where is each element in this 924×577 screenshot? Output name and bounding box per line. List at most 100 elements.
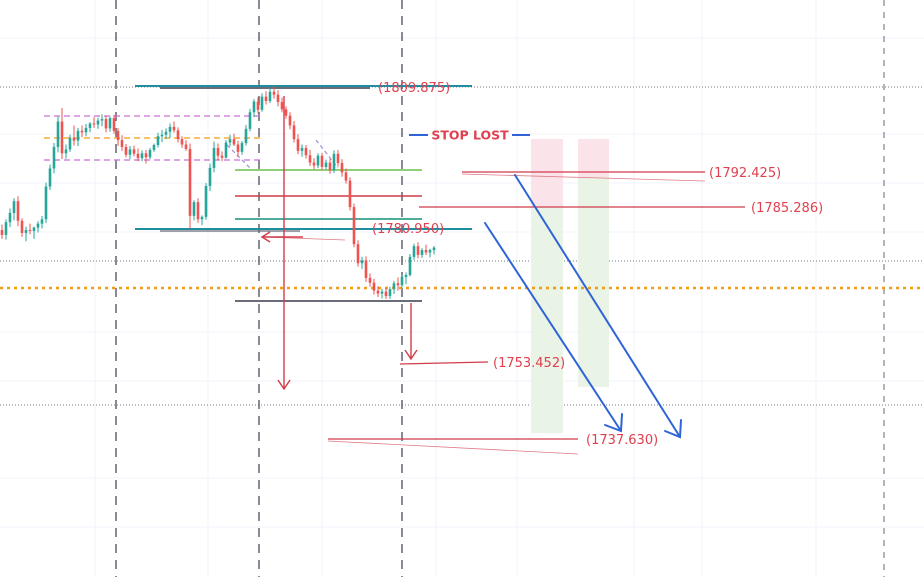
candle-body[interactable] xyxy=(124,146,128,155)
candle-body[interactable] xyxy=(164,131,168,135)
candle-body[interactable] xyxy=(312,162,316,166)
candle-body[interactable] xyxy=(156,136,160,146)
candle-body[interactable] xyxy=(268,91,272,102)
candle-body[interactable] xyxy=(280,102,284,110)
candle-body[interactable] xyxy=(44,186,48,220)
candle-body[interactable] xyxy=(80,130,84,133)
candle-body[interactable] xyxy=(36,223,40,228)
candle-body[interactable] xyxy=(252,101,256,113)
candle-body[interactable] xyxy=(348,180,352,208)
candle-body[interactable] xyxy=(40,219,44,224)
zone-2-sell-risk[interactable] xyxy=(578,139,609,177)
candle-body[interactable] xyxy=(288,115,292,126)
candle-body[interactable] xyxy=(176,130,180,140)
candle-body[interactable] xyxy=(236,144,240,152)
candle-body[interactable] xyxy=(264,96,268,102)
candle-body[interactable] xyxy=(144,153,148,158)
candle-body[interactable] xyxy=(64,149,68,154)
candle-body[interactable] xyxy=(332,153,336,171)
candle-body[interactable] xyxy=(188,148,192,216)
candle-body[interactable] xyxy=(192,202,196,216)
candle-body[interactable] xyxy=(352,207,356,245)
stop-lost-label[interactable]: STOP LOST xyxy=(431,128,509,143)
candle-body[interactable] xyxy=(336,153,340,164)
candle-body[interactable] xyxy=(404,274,408,277)
candle-body[interactable] xyxy=(256,101,260,110)
zone-1-sell-target[interactable] xyxy=(531,207,563,433)
candle-body[interactable] xyxy=(344,172,348,181)
candle-body[interactable] xyxy=(320,155,324,167)
candle-body[interactable] xyxy=(392,283,396,290)
candle-body[interactable] xyxy=(244,128,248,144)
candle-body[interactable] xyxy=(284,109,288,116)
candle-body[interactable] xyxy=(132,149,136,154)
candle-body[interactable] xyxy=(136,153,140,159)
zone-1-sell-risk[interactable] xyxy=(531,139,563,207)
candle-body[interactable] xyxy=(224,142,228,158)
candle-body[interactable] xyxy=(96,120,100,125)
red-annotations[interactable] xyxy=(262,171,745,455)
candle-body[interactable] xyxy=(12,201,16,213)
candle-body[interactable] xyxy=(300,147,304,151)
candle-body[interactable] xyxy=(184,144,188,149)
candle-body[interactable] xyxy=(68,137,72,150)
candle-body[interactable] xyxy=(56,121,60,147)
price-labels[interactable]: (1809.875) (1792.425) (1785.286) (1780.9… xyxy=(372,81,823,448)
candle-body[interactable] xyxy=(364,260,368,278)
candle-body[interactable] xyxy=(8,212,12,223)
candle-body[interactable] xyxy=(24,230,28,233)
candle-body[interactable] xyxy=(120,140,124,147)
candle-body[interactable] xyxy=(172,126,176,131)
candle-body[interactable] xyxy=(88,123,92,128)
candle-body[interactable] xyxy=(204,186,208,217)
candle-body[interactable] xyxy=(100,119,104,121)
range-box[interactable] xyxy=(44,115,262,161)
candle-body[interactable] xyxy=(248,112,252,129)
candle-body[interactable] xyxy=(228,139,232,143)
candle-body[interactable] xyxy=(380,291,384,294)
candle-body[interactable] xyxy=(168,126,172,132)
candle-body[interactable] xyxy=(92,123,96,125)
candle-body[interactable] xyxy=(296,139,300,151)
candle-body[interactable] xyxy=(308,155,312,163)
candle-body[interactable] xyxy=(208,167,212,187)
candle-body[interactable] xyxy=(116,130,120,141)
candle-body[interactable] xyxy=(232,139,236,145)
candle-body[interactable] xyxy=(424,250,428,253)
candle-body[interactable] xyxy=(408,256,412,275)
candle-body[interactable] xyxy=(60,121,64,154)
candle-body[interactable] xyxy=(200,216,204,220)
candle-body[interactable] xyxy=(160,134,164,137)
candle-body[interactable] xyxy=(140,153,144,159)
candle-body[interactable] xyxy=(276,94,280,103)
red-arrows[interactable] xyxy=(260,96,418,391)
candle-body[interactable] xyxy=(420,250,424,255)
candle-body[interactable] xyxy=(360,260,364,264)
candle-body[interactable] xyxy=(52,146,56,169)
candle-body[interactable] xyxy=(388,289,392,296)
candle-body[interactable] xyxy=(384,291,388,296)
candle-body[interactable] xyxy=(32,227,36,231)
candle-body[interactable] xyxy=(112,118,116,131)
candle-body[interactable] xyxy=(304,147,308,156)
candle-body[interactable] xyxy=(428,250,432,253)
candle-body[interactable] xyxy=(324,162,328,167)
candle-body[interactable] xyxy=(152,145,156,150)
candle-body[interactable] xyxy=(16,201,20,221)
candle-body[interactable] xyxy=(212,147,216,168)
candle-body[interactable] xyxy=(372,282,376,291)
candle-body[interactable] xyxy=(416,246,420,255)
candle-body[interactable] xyxy=(48,168,52,187)
candle-body[interactable] xyxy=(216,147,220,156)
candle-body[interactable] xyxy=(180,139,184,145)
candle-body[interactable] xyxy=(240,143,244,152)
candle-body[interactable] xyxy=(292,125,296,140)
candle-body[interactable] xyxy=(260,96,264,110)
candle-body[interactable] xyxy=(104,119,108,129)
candle-body[interactable] xyxy=(376,290,380,294)
candle-body[interactable] xyxy=(84,127,88,133)
candle-body[interactable] xyxy=(148,149,152,158)
candle-body[interactable] xyxy=(328,162,332,171)
candle-body[interactable] xyxy=(432,247,436,251)
